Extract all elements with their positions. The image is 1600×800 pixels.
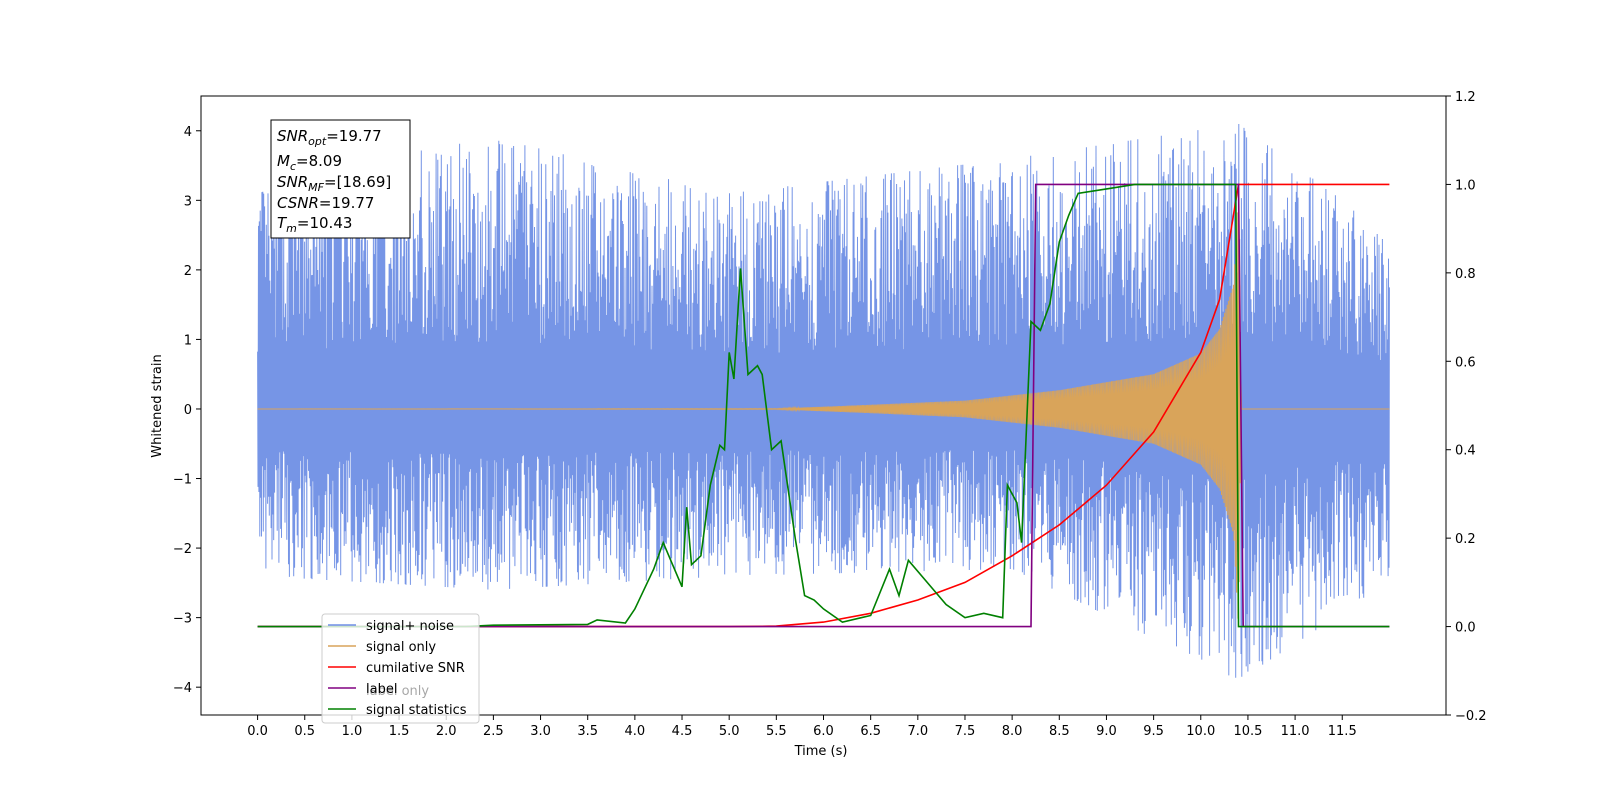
legend-label: signal+ noise (366, 619, 454, 634)
x-tick-label: 11.5 (1328, 724, 1357, 739)
y-tick-label: 3 (184, 194, 192, 209)
y-tick-label: 2 (184, 264, 192, 279)
x-tick-label: 9.0 (1096, 724, 1117, 739)
y-axis-right: −0.2 0.0 0.2 0.4 0.6 0.8 1.0 1.2 (1446, 90, 1487, 724)
stat-mc-value: =8.09 (296, 152, 342, 170)
stat-tm: Tm=10.43 (277, 214, 352, 235)
x-tick-label: 6.5 (860, 724, 881, 739)
x-tick-label: 8.5 (1049, 724, 1070, 739)
x-axis-label: Time (s) (794, 744, 848, 759)
stat-snr-opt-value: =19.77 (326, 127, 382, 145)
series-cumulative-snr (257, 183, 1390, 628)
y-axis-label: Whitened strain (150, 354, 165, 457)
y2-tick-label: 0.2 (1455, 532, 1476, 547)
x-tick-label: 8.0 (1002, 724, 1023, 739)
series-signal-statistics (257, 183, 1390, 628)
legend-label: label (366, 682, 397, 697)
y2-tick-label: 1.0 (1455, 178, 1476, 193)
series-layer (257, 123, 1390, 678)
x-tick-label: 7.0 (907, 724, 928, 739)
y2-tick-label: 0.4 (1455, 444, 1476, 459)
stats-box: SNRopt=19.77 Mc=8.09 SNRMF=[18.69] CSNR=… (270, 119, 411, 239)
legend-entry-signal-statistics: signal statistics (328, 703, 467, 718)
x-axis: 0.0 0.5 1.0 1.5 2.0 2.5 3.0 3.5 4.0 4.5 5.0 5.5 6.0 6… (247, 715, 1357, 739)
x-tick-label: 3.0 (530, 724, 551, 739)
x-tick-label: 10.0 (1186, 724, 1215, 739)
x-tick-label: 2.5 (483, 724, 504, 739)
legend: label only signal+ noise signal only cumil… (321, 613, 480, 724)
legend-label-only: label only (366, 684, 429, 699)
stat-snr-mf: SNRMF=[18.69] (277, 173, 391, 194)
stat-mc: Mc=8.09 (277, 152, 342, 173)
x-tick-label: 7.5 (955, 724, 976, 739)
y-axis-left: −4 −3 −2 −1 0 1 2 3 4 (173, 125, 201, 696)
y-tick-label: −2 (173, 542, 192, 557)
y-tick-label: −4 (173, 681, 192, 696)
y2-tick-label: 1.2 (1455, 90, 1476, 105)
x-tick-label: 4.5 (672, 724, 693, 739)
stats-box-frame (270, 119, 411, 239)
x-tick-label: 0.0 (247, 724, 268, 739)
stat-snr-opt: SNRopt=19.77 (277, 127, 382, 148)
y2-tick-label: 0.8 (1455, 267, 1476, 282)
x-tick-label: 11.0 (1281, 724, 1310, 739)
x-tick-label: 3.5 (577, 724, 598, 739)
legend-frame (321, 613, 480, 724)
legend-label: signal only (366, 640, 436, 655)
y-tick-label: 1 (184, 333, 192, 348)
legend-entry-label: label (328, 682, 397, 697)
x-tick-label: 5.5 (766, 724, 787, 739)
x-tick-label: 9.5 (1143, 724, 1164, 739)
stat-csnr-value: =19.77 (319, 194, 375, 212)
y2-tick-label: 0.6 (1455, 355, 1476, 370)
x-tick-label: 4.0 (625, 724, 646, 739)
legend-label: cumilative SNR (366, 661, 465, 676)
y-tick-label: 4 (184, 125, 192, 140)
legend-entry-cumulative-snr: cumilative SNR (328, 661, 465, 676)
y-tick-label: −1 (173, 473, 192, 488)
y-tick-label: 0 (184, 403, 192, 418)
legend-entries: signal+ noise signal only cumilative SNR la… (328, 619, 467, 718)
x-tick-label: 5.0 (719, 724, 740, 739)
x-tick-label: 1.0 (342, 724, 363, 739)
x-tick-label: 6.0 (813, 724, 834, 739)
y2-tick-label: −0.2 (1455, 709, 1487, 724)
legend-label: signal statistics (366, 703, 467, 718)
x-tick-label: 0.5 (294, 724, 315, 739)
x-tick-label: 10.5 (1233, 724, 1262, 739)
legend-entry-signal-only: signal only (328, 640, 436, 655)
stat-snr-mf-value: =[18.69] (324, 173, 391, 191)
x-tick-label: 2.0 (436, 724, 457, 739)
stat-csnr: CSNR=19.77 (277, 194, 374, 212)
y-tick-label: −3 (173, 612, 192, 627)
stat-tm-value: =10.43 (297, 214, 353, 232)
legend-entry-signal-noise: signal+ noise (328, 619, 454, 634)
y2-tick-label: 0.0 (1455, 621, 1476, 636)
x-tick-label: 1.5 (389, 724, 410, 739)
